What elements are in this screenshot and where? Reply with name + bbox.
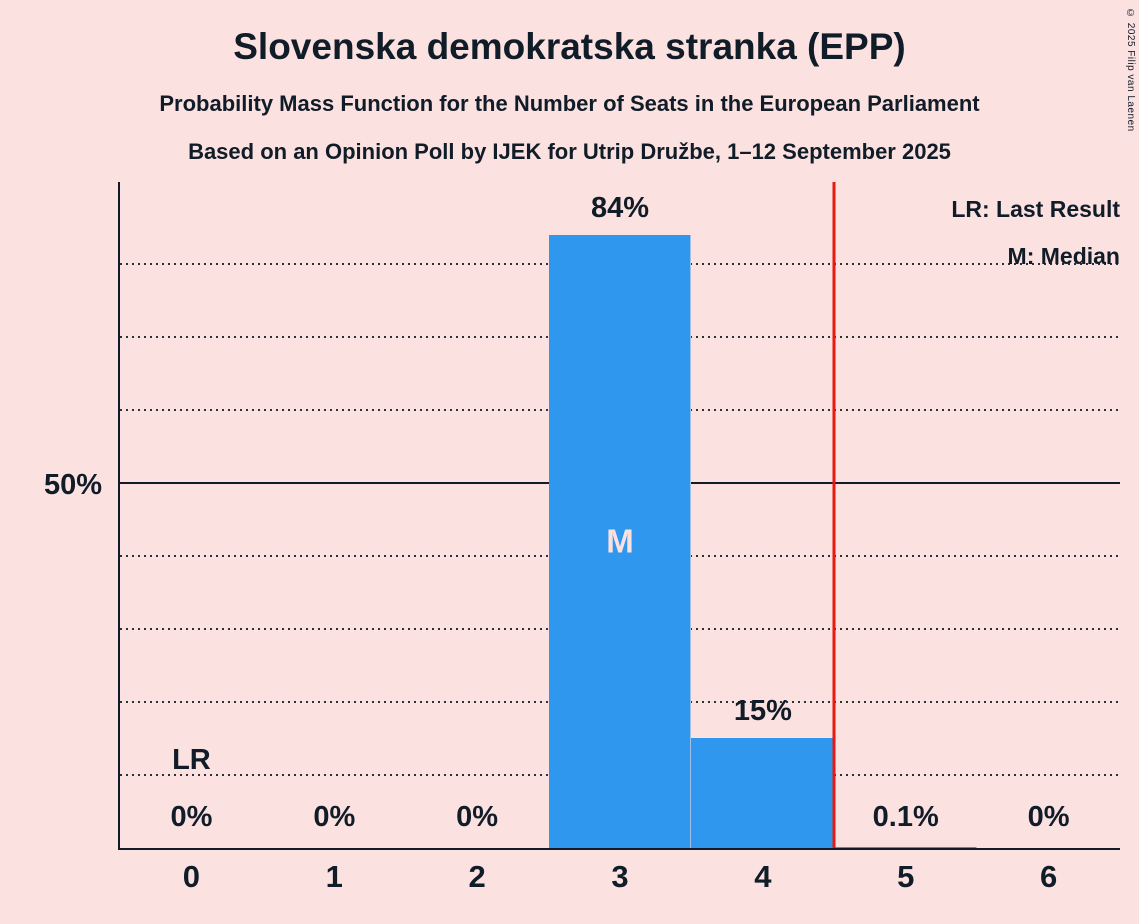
- value-label-seats-0: 0%: [170, 801, 213, 833]
- bar-seats-4: [691, 738, 835, 848]
- value-label-seats-4: 15%: [733, 695, 792, 728]
- x-tick-0: 0: [182, 859, 201, 894]
- value-label-seats-3: 84%: [590, 191, 650, 224]
- bar-seats-5: [834, 847, 978, 848]
- x-tick-4: 4: [754, 859, 772, 894]
- x-tick-2: 2: [468, 859, 486, 894]
- x-tick-3: 3: [611, 859, 629, 894]
- value-label-seats-2: 0%: [456, 801, 499, 833]
- median-marker: M: [606, 522, 634, 560]
- value-label-seats-5: 0.1%: [872, 801, 939, 833]
- last-result-label: LR: [172, 744, 211, 776]
- x-tick-1: 1: [325, 859, 343, 894]
- chart-title: Slovenska demokratska stranka (EPP): [233, 26, 906, 67]
- value-label-seats-1: 0%: [313, 801, 356, 833]
- plot-area: 0% 0% 0% 84% 15% 0.1% 0% M LR: [120, 182, 1120, 848]
- legend-last-result: LR: Last Result: [951, 196, 1120, 222]
- x-tick-6: 6: [1039, 859, 1058, 894]
- chart-poll-source: Based on an Opinion Poll by IJEK for Utr…: [188, 139, 951, 164]
- chart-subtitle: Probability Mass Function for the Number…: [159, 91, 980, 116]
- legend: LR: Last Result M: Median: [951, 186, 1120, 280]
- last-result-line: [832, 182, 836, 848]
- x-axis-line: [118, 848, 1120, 850]
- x-axis-tick-labels: 0 1 2 3 4 5 6: [120, 861, 1120, 903]
- value-label-seats-6: 0%: [1027, 801, 1070, 833]
- copyright-notice: © 2025 Filip van Laenen: [1125, 8, 1136, 132]
- y-axis-50-percent-label: 50%: [43, 469, 102, 501]
- x-tick-5: 5: [897, 859, 915, 894]
- y-axis-line: [118, 182, 120, 850]
- bar-seats-3: [548, 234, 692, 848]
